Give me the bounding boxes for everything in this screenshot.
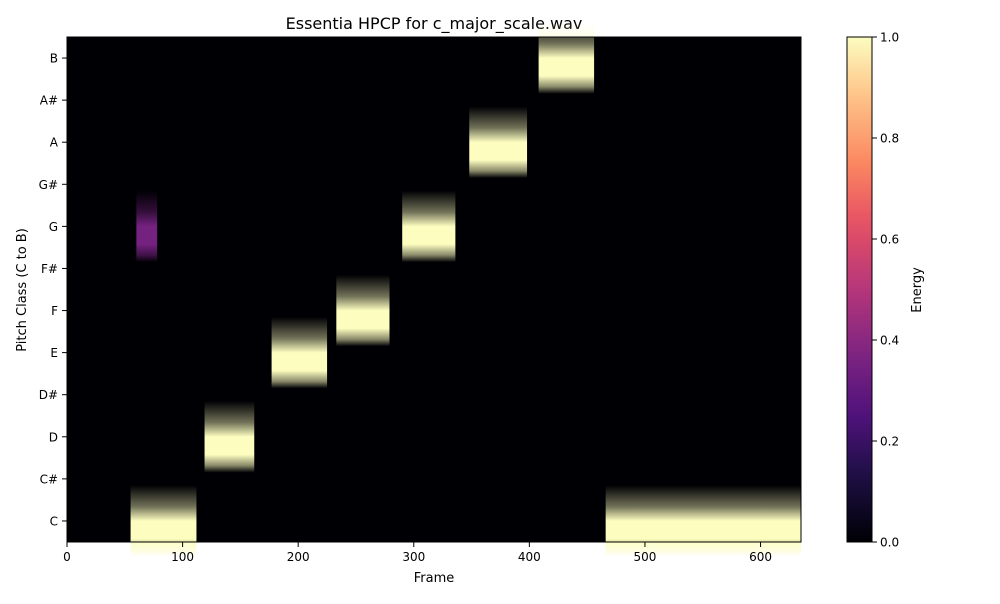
heatmap-cell: [336, 274, 390, 347]
heatmap-cell: [469, 106, 528, 178]
y-tick-label: B: [50, 52, 58, 66]
colorbar-label: Energy: [910, 267, 925, 313]
heatmap-cell: [402, 190, 456, 263]
colorbar-axis: 0.0 0.2 0.4 0.6 0.8 1.0: [872, 31, 899, 550]
plot-background: [67, 37, 801, 542]
y-tick-label: G#: [39, 178, 58, 192]
heatmap-cell: [605, 485, 801, 557]
colorbar: [846, 36, 873, 543]
x-axis-label: Frame: [414, 571, 455, 586]
x-tick-label: 400: [518, 550, 541, 564]
heatmap-cell: [130, 485, 197, 557]
x-tick-label: 500: [633, 550, 656, 564]
chart-title: Essentia HPCP for c_major_scale.wav: [286, 14, 583, 34]
y-tick-label: E: [50, 346, 58, 360]
heatmap-cell: [204, 401, 255, 473]
y-tick-label: F#: [41, 262, 58, 276]
colorbar-tick-label: 0.0: [880, 536, 899, 550]
heatmap-cells: [130, 22, 801, 557]
x-tick-label: 0: [63, 550, 71, 564]
x-axis: 0 100 200 300 400 500 600: [63, 542, 772, 564]
y-tick-label: D: [49, 430, 58, 444]
x-tick-label: 300: [402, 550, 425, 564]
heatmap-cell: [271, 316, 328, 389]
y-tick-label: F: [51, 304, 58, 318]
colorbar-tick-label: 1.0: [880, 31, 899, 45]
colorbar-tick-label: 0.8: [880, 132, 899, 146]
y-axis: C C# D D# E F F# G G# A A# B: [39, 52, 67, 528]
x-tick-label: 200: [287, 550, 310, 564]
x-tick-label: 600: [749, 550, 772, 564]
y-tick-label: C: [50, 514, 58, 528]
colorbar-tick-label: 0.4: [880, 334, 899, 348]
colorbar-tick-label: 0.6: [880, 233, 899, 247]
y-tick-label: D#: [39, 388, 58, 402]
y-tick-label: C#: [40, 472, 58, 486]
heatmap-cell: [136, 190, 158, 263]
plot-frame: [66, 36, 802, 543]
y-tick-label: G: [49, 220, 58, 234]
colorbar-tick-label: 0.2: [880, 435, 899, 449]
y-axis-label: Pitch Class (C to B): [15, 228, 30, 352]
y-tick-label: A#: [40, 94, 58, 108]
heatmap-cell: [538, 22, 595, 94]
y-tick-label: A: [50, 136, 59, 150]
x-tick-label: 100: [171, 550, 194, 564]
